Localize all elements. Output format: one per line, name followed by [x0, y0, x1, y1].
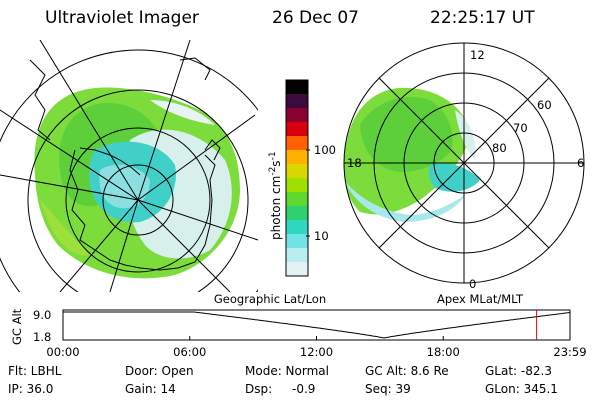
time-label: 22:25:17 UT — [430, 8, 535, 28]
altitude-plot — [62, 309, 571, 341]
instrument-title: Ultraviolet Imager — [45, 8, 199, 28]
alt-x-ticks: 00:00 06:00 12:00 18:00 23:59 — [46, 336, 587, 359]
alt-y-bottom: 1.8 — [33, 330, 51, 344]
alt-x-tick-label: 12:00 — [300, 345, 333, 359]
colorbar-unit-sup2: -1 — [268, 151, 278, 160]
colorbar-tick-100: 100 — [314, 143, 336, 157]
apex-polar-plot — [343, 42, 585, 284]
info-seq: Seq: 39 — [365, 382, 411, 396]
info-gc-alt: GC Alt: 8.6 Re — [365, 364, 449, 378]
apex-mlt-6: 6 — [577, 156, 584, 170]
info-door: Door: Open — [125, 364, 194, 378]
geographic-map — [0, 40, 258, 292]
colorbar-unit-label: photon cm-2s-1 — [268, 151, 283, 240]
alt-y-label: GC Alt — [10, 308, 24, 345]
apex-mlt-18: 18 — [347, 156, 362, 170]
colorbar-unit-sup1: -2 — [268, 167, 278, 176]
apex-lat-80: 80 — [492, 141, 507, 155]
alt-x-tick-label: 23:59 — [553, 345, 586, 359]
date-label: 26 Dec 07 — [272, 8, 359, 28]
geo-longitude-lines — [0, 40, 258, 292]
geo-latitude-circles — [0, 49, 258, 292]
svg-text:photon cm-2s-1: photon cm-2s-1 — [268, 151, 283, 240]
alt-x-tick-label: 06:00 — [173, 345, 206, 359]
geo-emission-image — [34, 87, 241, 279]
colorbar-unit-main: photon cm — [269, 176, 283, 240]
info-ip: IP: 36.0 — [8, 382, 54, 396]
alt-x-tick-label: 18:00 — [427, 345, 460, 359]
info-dsp-label: Dsp: — [245, 382, 273, 396]
colorbar-tick-10: 10 — [314, 229, 329, 243]
apex-panel-label: Apex MLat/MLT — [437, 292, 524, 306]
altitude-plot-frame — [62, 309, 571, 341]
coastlines — [29, 57, 221, 271]
geo-panel-label: Geographic Lat/Lon — [214, 292, 326, 306]
alt-x-tick-label: 00:00 — [46, 345, 79, 359]
alt-y-top: 9.0 — [33, 308, 51, 322]
apex-mlt-12: 12 — [470, 48, 485, 62]
apex-lat-70: 70 — [513, 121, 528, 135]
info-glon: GLon: 345.1 — [485, 382, 558, 396]
orbit-altitude-curve — [63, 311, 571, 339]
colorbar-unit-mid: s — [269, 160, 283, 166]
apex-emission-image — [344, 87, 480, 222]
info-flt: Flt: LBHL — [8, 364, 62, 378]
info-dsp-value: -0.9 — [292, 382, 316, 396]
apex-mlt-0: 0 — [469, 277, 476, 291]
apex-mlt-lines — [344, 43, 584, 283]
color-bar — [285, 79, 310, 277]
info-gain: Gain: 14 — [125, 382, 176, 396]
info-glat: GLat: -82.3 — [485, 364, 552, 378]
apex-lat-60: 60 — [537, 98, 552, 112]
info-mode: Mode: Normal — [245, 364, 329, 378]
